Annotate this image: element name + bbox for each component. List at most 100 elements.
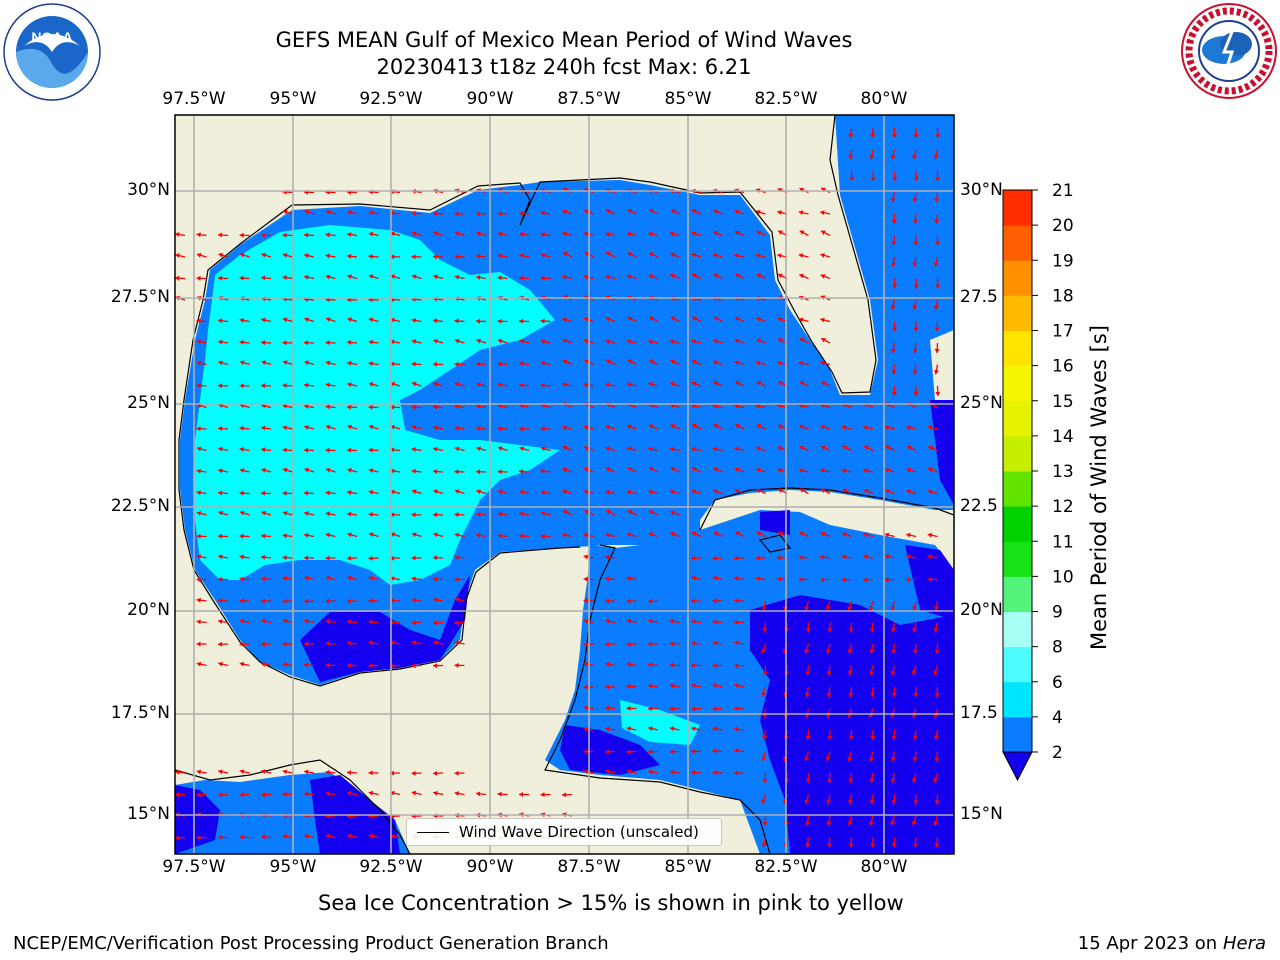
wind-arrow-head xyxy=(583,726,588,732)
wind-arrow-head xyxy=(325,532,331,538)
wind-arrow-head xyxy=(540,426,545,432)
wind-arrow-head xyxy=(239,252,245,258)
wind-arrow-head xyxy=(712,663,717,669)
wind-arrow-head xyxy=(304,833,309,839)
wind-arrow-head xyxy=(282,641,287,647)
wind-arrow-head xyxy=(196,619,201,625)
wind-arrow-head xyxy=(849,176,855,181)
wind-arrow-head xyxy=(670,510,675,516)
wind-arrow-head xyxy=(454,361,459,367)
wind-arrow-head xyxy=(519,446,525,452)
wind-arrow-head xyxy=(239,360,245,366)
wind-arrow-head xyxy=(476,361,481,367)
wind-arrow-head xyxy=(583,274,589,280)
wind-arrow-head xyxy=(820,210,825,216)
wind-arrow-head xyxy=(196,533,201,539)
wind-arrow-head xyxy=(196,792,201,798)
wind-arrow-head xyxy=(648,381,653,387)
wind-arrow-head xyxy=(562,209,568,215)
wind-arrow-head xyxy=(913,219,919,224)
chart-subtitle: 20230413 t18z 240h fcst Max: 6.21 xyxy=(376,55,752,79)
wind-arrow-head xyxy=(583,231,589,237)
wind-arrow-head xyxy=(692,424,697,429)
wind-arrow-head xyxy=(605,554,610,560)
wind-arrow-head xyxy=(368,254,373,260)
wind-arrow-head xyxy=(820,360,825,366)
wind-arrow-head xyxy=(347,490,352,496)
wind-arrow-head xyxy=(347,663,352,669)
wind-arrow-head xyxy=(325,833,331,839)
wind-arrow-head xyxy=(282,209,288,215)
wind-arrow-head xyxy=(927,576,932,582)
wind-arrow-head xyxy=(583,532,589,538)
wind-arrow-head xyxy=(734,726,739,732)
wind-arrow-head xyxy=(325,424,331,430)
wind-arrow-head xyxy=(870,176,876,181)
wind-arrow-head xyxy=(261,618,266,624)
axis-tick-label: 82.5°W xyxy=(754,857,818,877)
wind-arrow-head xyxy=(626,532,632,538)
wind-arrow-head xyxy=(411,254,416,260)
wind-arrow-head xyxy=(798,555,803,561)
wind-arrow-head xyxy=(433,338,438,344)
wind-arrow-head xyxy=(670,316,676,321)
wind-arrow-head xyxy=(411,339,417,345)
wind-arrow-head xyxy=(606,209,611,214)
axis-tick-label: 95°W xyxy=(269,857,317,877)
wind-arrow-head xyxy=(804,648,810,654)
wind-arrow-head xyxy=(239,232,244,238)
wind-arrow-head xyxy=(891,800,897,805)
wind-arrow-head xyxy=(368,404,373,410)
wind-arrow-head xyxy=(261,467,266,473)
wind-arrow-head xyxy=(562,231,567,237)
wind-arrow-head xyxy=(519,511,524,517)
wind-arrow-head xyxy=(454,640,460,646)
wind-arrow-head xyxy=(912,627,918,633)
wind-arrow-head xyxy=(304,317,310,323)
wind-arrow-head xyxy=(261,533,266,539)
wind-arrow-head xyxy=(433,532,438,538)
wind-arrow-head xyxy=(713,467,719,472)
wind-arrow-head xyxy=(820,274,826,279)
machine-name: Hera xyxy=(1222,933,1266,954)
wind-arrow-head xyxy=(540,210,545,216)
wind-arrow-head xyxy=(712,598,717,604)
wind-arrow-head xyxy=(411,231,417,237)
wind-arrow-head xyxy=(648,749,653,755)
wind-arrow-head xyxy=(454,662,459,668)
wind-arrow-head xyxy=(304,447,309,453)
wind-arrow-head xyxy=(433,770,438,776)
wind-arrow-head xyxy=(890,778,896,783)
wind-arrow-head xyxy=(454,489,460,495)
wind-arrow-head xyxy=(304,253,309,259)
wind-arrow-head xyxy=(626,726,632,732)
wind-arrow-head xyxy=(519,253,524,259)
wind-arrow-head xyxy=(411,317,417,323)
wind-arrow-head xyxy=(497,338,503,344)
wind-arrow-head xyxy=(562,445,568,451)
wind-arrow-head xyxy=(734,555,739,561)
wind-arrow-head xyxy=(563,252,568,257)
wind-arrow-head xyxy=(713,231,718,236)
wind-arrow-head xyxy=(562,359,568,365)
wind-arrow-head xyxy=(347,640,352,646)
wind-arrow-head xyxy=(368,361,373,367)
wind-arrow-head xyxy=(282,575,288,581)
wind-arrow-head xyxy=(584,317,589,322)
wind-arrow-head xyxy=(821,337,826,343)
wind-arrow-head xyxy=(891,348,897,353)
wind-arrow-head xyxy=(927,489,933,495)
wind-arrow-head xyxy=(912,262,918,267)
wind-arrow-head xyxy=(933,369,939,375)
wind-arrow-head xyxy=(820,468,825,474)
wind-arrow-head xyxy=(454,404,459,410)
wind-arrow-head xyxy=(913,284,919,289)
wind-arrow-head xyxy=(347,575,352,581)
wind-arrow-head xyxy=(911,670,917,676)
wind-arrow-head xyxy=(841,577,846,583)
wind-arrow-head xyxy=(454,554,459,560)
wind-arrow-head xyxy=(196,446,202,452)
wind-arrow-head xyxy=(691,359,697,365)
wind-arrow-head xyxy=(261,383,266,389)
wind-arrow-head xyxy=(734,663,739,669)
